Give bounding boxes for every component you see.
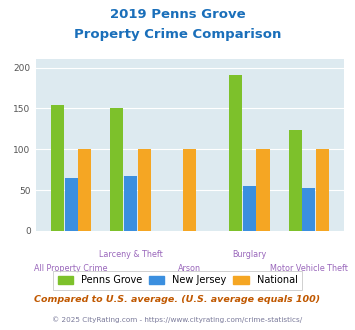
Bar bbox=[243, 186, 256, 231]
Bar bbox=[78, 149, 91, 231]
Bar bbox=[256, 149, 269, 231]
Text: Compared to U.S. average. (U.S. average equals 100): Compared to U.S. average. (U.S. average … bbox=[34, 295, 321, 304]
Text: Arson: Arson bbox=[179, 264, 201, 273]
Bar bbox=[316, 149, 329, 231]
Text: Larceny & Theft: Larceny & Theft bbox=[99, 250, 162, 259]
Bar bbox=[302, 188, 315, 231]
Bar bbox=[51, 105, 64, 231]
Text: Property Crime Comparison: Property Crime Comparison bbox=[74, 28, 281, 41]
Text: © 2025 CityRating.com - https://www.cityrating.com/crime-statistics/: © 2025 CityRating.com - https://www.city… bbox=[53, 317, 302, 323]
Text: Motor Vehicle Theft: Motor Vehicle Theft bbox=[270, 264, 348, 273]
Bar bbox=[138, 149, 151, 231]
Text: All Property Crime: All Property Crime bbox=[34, 264, 108, 273]
Bar bbox=[229, 75, 242, 231]
Bar bbox=[110, 109, 124, 231]
Text: 2019 Penns Grove: 2019 Penns Grove bbox=[110, 8, 245, 21]
Bar bbox=[184, 149, 196, 231]
Bar bbox=[65, 178, 78, 231]
Legend: Penns Grove, New Jersey, National: Penns Grove, New Jersey, National bbox=[53, 271, 302, 290]
Text: Burglary: Burglary bbox=[232, 250, 267, 259]
Bar bbox=[289, 130, 302, 231]
Bar bbox=[124, 176, 137, 231]
